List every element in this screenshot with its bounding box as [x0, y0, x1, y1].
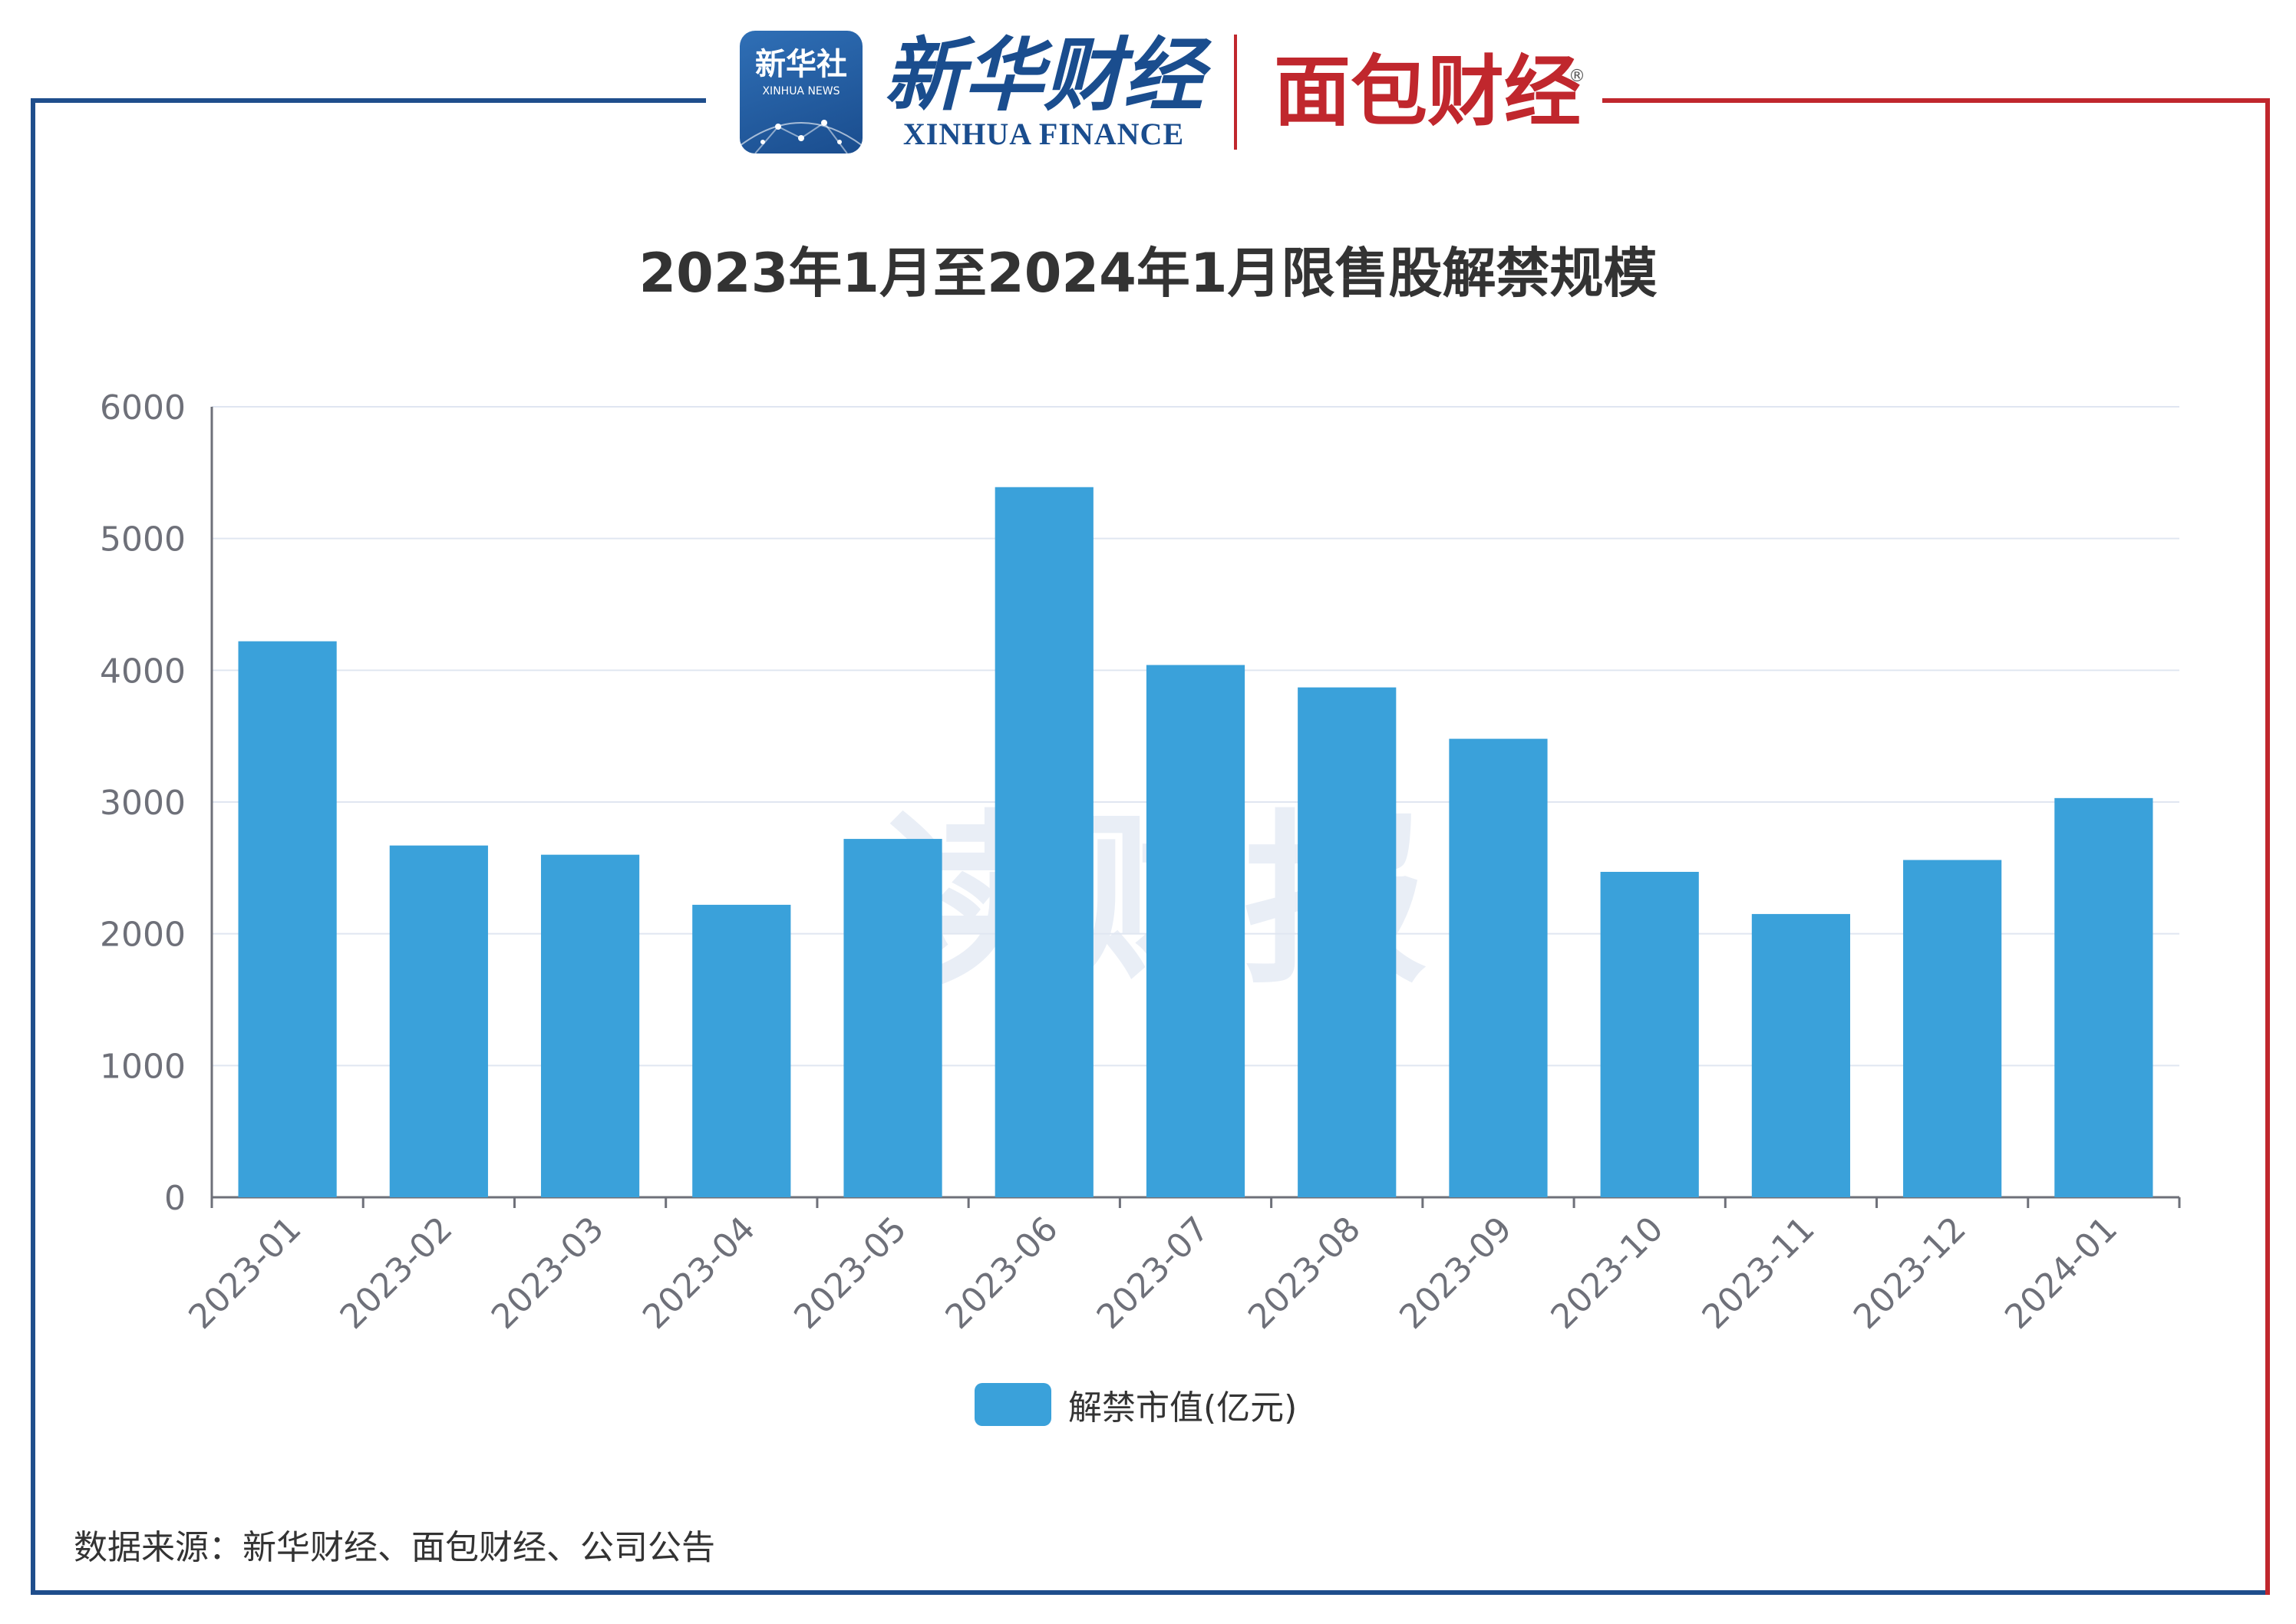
logo-separator [1234, 35, 1238, 150]
bar-2023-07 [1146, 665, 1245, 1197]
x-tick-label: 2023-05 [787, 1210, 914, 1337]
bar-2023-03 [540, 854, 640, 1197]
y-tick-label: 6000 [100, 388, 186, 427]
frame-right-border [1602, 98, 2270, 1595]
bar-2023-11 [1751, 913, 1851, 1197]
x-tick-label: 2023-04 [635, 1210, 763, 1337]
x-tick-label: 2023-07 [1090, 1210, 1217, 1337]
x-tick-label: 2023-09 [1392, 1210, 1519, 1337]
x-tick-label: 2023-01 [181, 1210, 308, 1337]
y-tick-label: 2000 [100, 916, 186, 955]
x-tick-label: 2023-12 [1846, 1210, 1974, 1337]
data-source: 数据来源：新华财经、面包财经、公司公告 [74, 1528, 715, 1567]
xinhua-news-badge: 新华社 XINHUA NEWS [740, 31, 863, 153]
frame-bottom-border [703, 1590, 2268, 1595]
bar-2024-01 [2054, 797, 2153, 1197]
y-tick-label: 0 [164, 1179, 186, 1218]
bar-2023-04 [692, 904, 791, 1197]
y-tick-label: 5000 [100, 520, 186, 559]
bar-2023-08 [1298, 687, 1397, 1197]
bar-2023-12 [1903, 860, 2002, 1197]
y-tick-label: 3000 [100, 784, 186, 823]
chart-title: 2023年1月至2024年1月限售股解禁规模 [638, 242, 1658, 305]
x-tick-label: 2023-02 [333, 1210, 460, 1337]
xinhua-badge-en: XINHUA NEWS [762, 85, 840, 97]
header-logos: 新华社 XINHUA NEWS 新华财经 XINHUA FINANCE 面包财经… [721, 15, 1596, 169]
x-tick-label: 2023-03 [484, 1210, 612, 1337]
x-tick-label: 2023-08 [1241, 1210, 1368, 1337]
xinhua-finance-en: XINHUA FINANCE [902, 117, 1185, 151]
bar-2023-06 [995, 487, 1094, 1197]
mianbao-logo-text: 面包财经 [1274, 47, 1582, 137]
bar-2023-02 [389, 845, 488, 1197]
bar-2023-09 [1449, 738, 1548, 1197]
x-tick-label: 2023-10 [1543, 1210, 1671, 1337]
bar-2023-01 [238, 641, 337, 1197]
network-globe-icon [740, 120, 863, 153]
x-tick-label: 2024-01 [1997, 1210, 2125, 1337]
bar-2023-05 [843, 839, 942, 1197]
frame-left-border [31, 98, 706, 1595]
mianbao-finance-logo: 面包财经 ® [1274, 47, 1585, 137]
xinhua-badge-cn: 新华社 [755, 47, 847, 82]
bar-2023-10 [1600, 871, 1699, 1197]
legend[interactable]: 解禁市值(亿元) [975, 1381, 1297, 1428]
xinhua-finance-cn: 新华财经 [884, 28, 1204, 122]
xinhua-finance-logo: 新华财经 XINHUA FINANCE [884, 33, 1203, 151]
registered-mark: ® [1569, 67, 1586, 86]
legend-label: 解禁市值(亿元) [1068, 1388, 1298, 1428]
x-tick-label: 2023-06 [938, 1210, 1065, 1337]
y-tick-label: 4000 [100, 652, 186, 691]
x-tick-label: 2023-11 [1695, 1210, 1823, 1337]
y-tick-label: 1000 [100, 1047, 186, 1086]
legend-swatch [975, 1383, 1051, 1426]
